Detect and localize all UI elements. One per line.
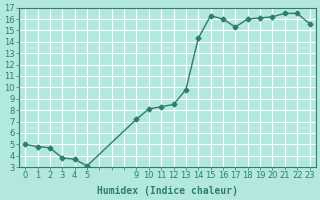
X-axis label: Humidex (Indice chaleur): Humidex (Indice chaleur) (97, 186, 238, 196)
